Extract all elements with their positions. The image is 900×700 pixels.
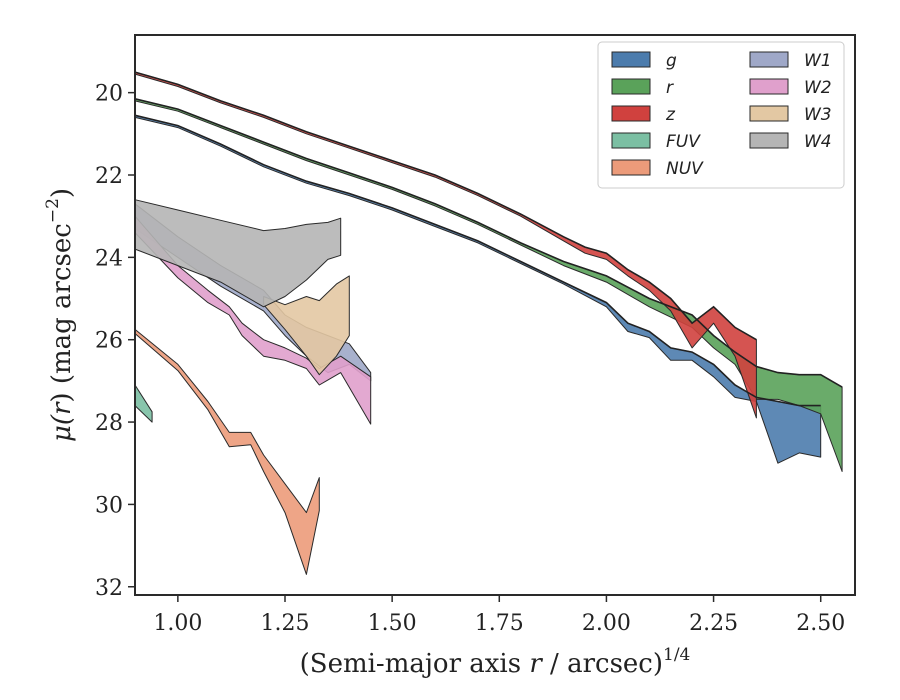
plot-frame [134, 34, 856, 596]
legend-label-r: r [666, 78, 674, 98]
legend-swatch-w1 [749, 51, 789, 68]
legend-swatch-z [611, 105, 651, 122]
band-edge-layer [134, 71, 843, 407]
band-w4 [134, 199, 342, 308]
x-axis: 1.00 1.25 1.50 1.75 2.00 2.25 2.50 [153, 595, 845, 636]
y-tick-label: 24 [95, 246, 123, 271]
legend-label-z: z [665, 105, 676, 125]
legend-label-w4: W4 [804, 132, 832, 152]
x-tick-label: 1.00 [153, 611, 202, 636]
y-tick-label: 26 [95, 329, 123, 354]
band-w3 [263, 275, 350, 376]
legend-swatch-r [611, 78, 651, 95]
band-nuv [134, 328, 320, 575]
x-tick-label: 1.50 [368, 611, 417, 636]
legend-swatch-w3 [749, 105, 789, 122]
legend-label-nuv: NUV [666, 159, 704, 179]
legend-swatch-w4 [749, 132, 789, 149]
band-w2 [134, 215, 372, 425]
y-axis-title: μ(r) (mag arcsec−2) [43, 188, 77, 442]
y-tick-label: 28 [95, 411, 123, 436]
legend-swatch-fuv [611, 132, 651, 149]
x-axis-title: (Semi-major axis r / arcsec)1/4 [300, 645, 691, 679]
legend-label-w3: W3 [804, 105, 832, 125]
band-edge-r [134, 98, 843, 388]
y-tick-label: 32 [95, 576, 123, 601]
legend-swatch-w2 [749, 78, 789, 95]
legend-label-g: g [666, 51, 677, 71]
x-tick-label: 1.25 [261, 611, 310, 636]
legend-swatch-g [611, 51, 651, 68]
x-tick-label: 1.75 [475, 611, 524, 636]
x-tick-label: 2.00 [582, 611, 631, 636]
band-fuv [134, 384, 153, 423]
legend-label-fuv: FUV [666, 132, 701, 152]
legend: grz FUV NUV W1 W2 W3 W4 [597, 41, 845, 189]
y-axis: 20 22 24 26 28 30 32 [95, 82, 135, 601]
band-edge-g [134, 114, 821, 407]
y-tick-label: 30 [95, 493, 123, 518]
y-tick-label: 22 [95, 164, 123, 189]
x-tick-label: 2.25 [689, 611, 738, 636]
legend-label-w1: W1 [804, 51, 832, 71]
band-edge-z [134, 71, 757, 341]
legend-label-w2: W2 [804, 78, 832, 98]
band-layer [134, 71, 843, 575]
y-tick-label: 20 [95, 82, 123, 107]
legend-swatch-nuv [611, 159, 651, 176]
x-tick-label: 2.50 [796, 611, 845, 636]
